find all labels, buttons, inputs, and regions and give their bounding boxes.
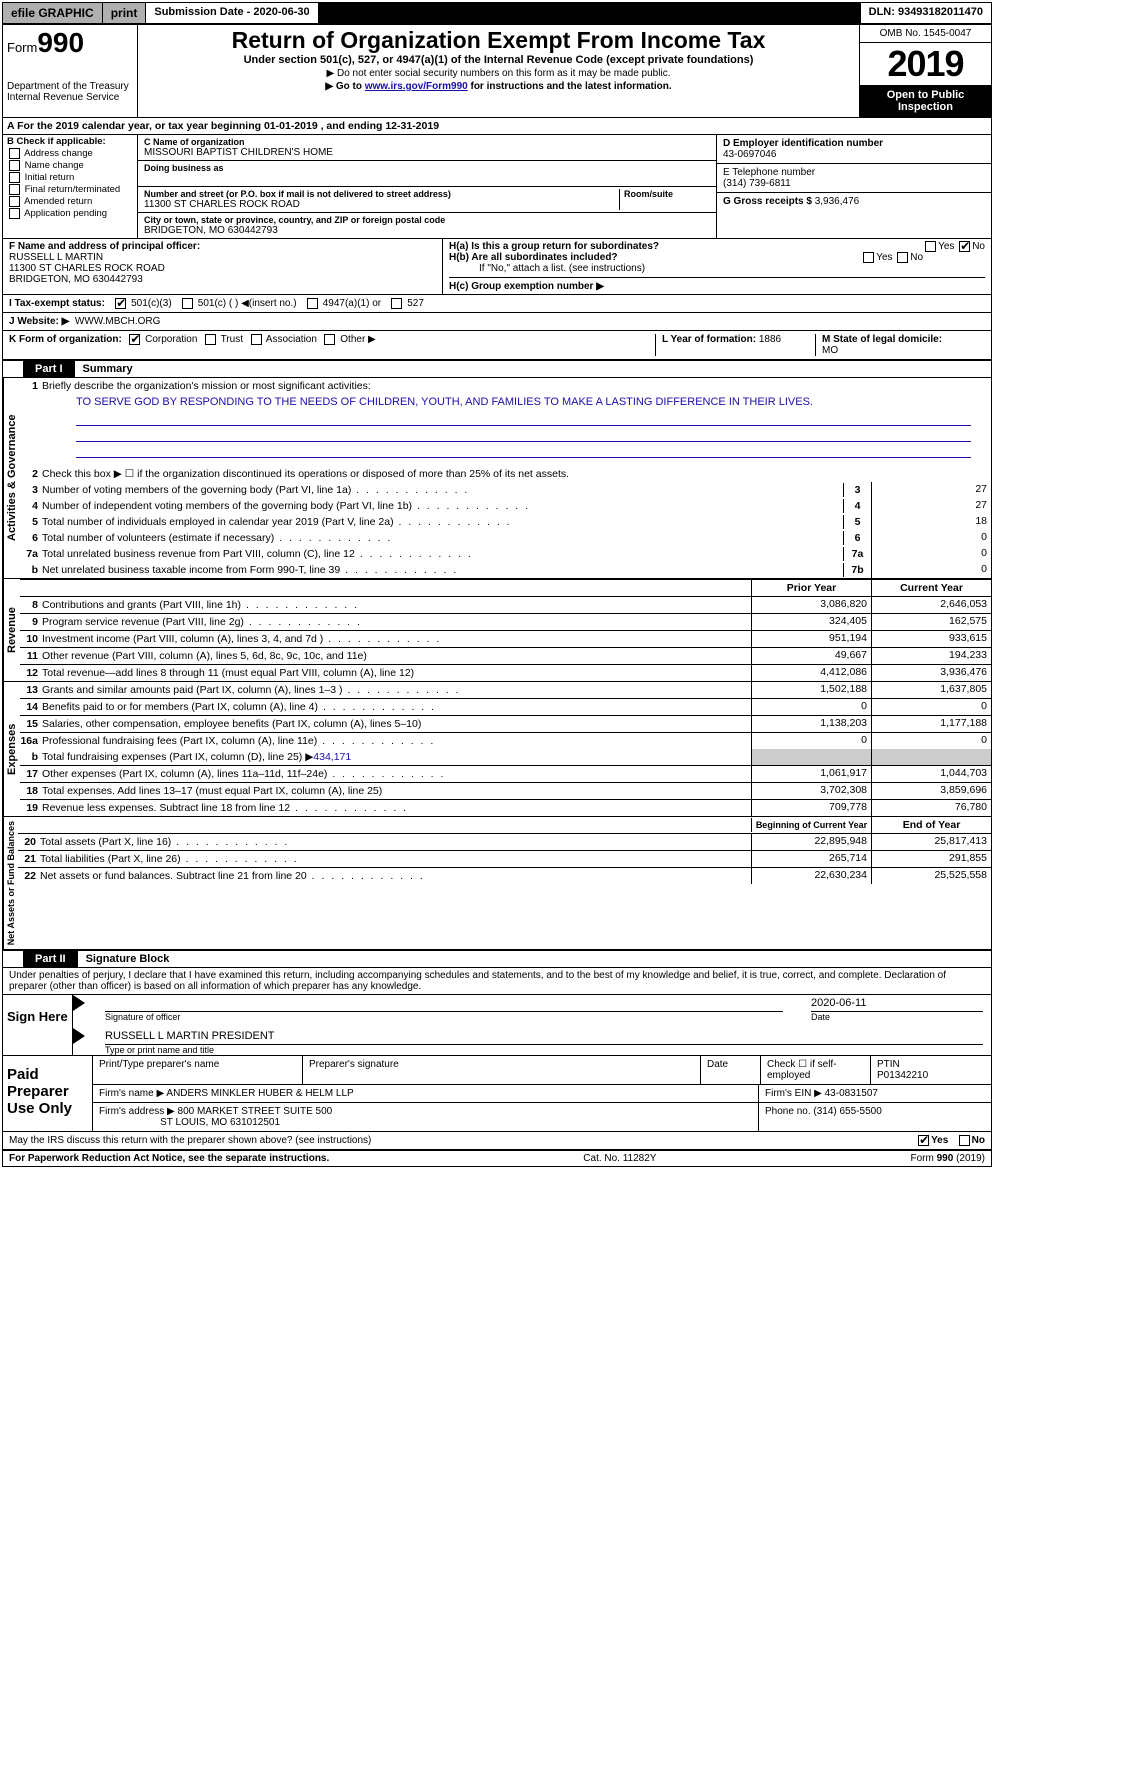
hb-label: H(b) Are all subordinates included? [449,252,618,263]
ein-value: 43-0697046 [723,149,776,160]
sign-arrow-icon-2 [73,1028,85,1044]
line-4: Number of independent voting members of … [42,499,843,513]
print-button[interactable]: print [103,3,147,23]
sign-arrow-icon [73,995,85,1011]
cat-number: Cat. No. 11282Y [583,1153,656,1164]
room-suite-label: Room/suite [624,189,710,199]
line-1: Briefly describe the organization's miss… [42,379,991,393]
phone-value: (314) 739-6811 [723,178,791,189]
form-subtitle: Under section 501(c), 527, or 4947(a)(1)… [144,54,853,66]
part-2-title: Signature Block [78,953,170,965]
discuss-question: May the IRS discuss this return with the… [9,1135,371,1146]
line-7b: Net unrelated business taxable income fr… [42,563,843,577]
val-6: 0 [871,530,991,546]
line-3: Number of voting members of the governin… [42,483,843,497]
instr-2: ▶ Go to www.irs.gov/Form990 for instruct… [144,81,853,92]
gross-receipts-value: 3,936,476 [815,196,860,207]
val-7b: 0 [871,562,991,578]
perjury-text: Under penalties of perjury, I declare th… [3,968,991,995]
irs-link[interactable]: www.irs.gov/Form990 [365,81,468,92]
line-5: Total number of individuals employed in … [42,515,843,529]
top-toolbar: efile GRAPHIC print Submission Date - 20… [2,2,992,24]
line-7a: Total unrelated business revenue from Pa… [42,547,843,561]
ein-label: D Employer identification number [723,138,883,149]
paid-preparer-label: Paid Preparer Use Only [3,1056,93,1131]
street-address: 11300 ST CHARLES ROCK ROAD [144,199,615,210]
year-formation: 1886 [759,334,781,345]
pra-notice: For Paperwork Reduction Act Notice, see … [9,1153,329,1164]
city-state-zip: BRIDGETON, MO 630442793 [144,225,710,236]
vlabel-revenue: Revenue [3,579,20,681]
city-label: City or town, state or province, country… [144,215,710,225]
ptin-value: P01342210 [877,1070,928,1081]
box-b-checkboxes: B Check if applicable: Address change Na… [3,135,138,238]
part-1-title: Summary [75,363,133,375]
phone-label: E Telephone number [723,167,815,178]
officer-label: F Name and address of principal officer: [9,241,200,252]
part-2-header: Part II [23,951,78,967]
hdr-current: Current Year [871,580,991,596]
irs-label: Internal Revenue Service [7,92,133,103]
hc-label: H(c) Group exemption number ▶ [449,281,604,292]
sign-here-label: Sign Here [3,995,73,1055]
line-6: Total number of volunteers (estimate if … [42,531,843,545]
val-5: 18 [871,514,991,530]
website-label: J Website: ▶ [9,316,69,327]
sign-date: 2020-06-11 [811,995,983,1012]
form-title: Return of Organization Exempt From Incom… [144,27,853,54]
part-1-header: Part I [23,361,75,377]
tax-year: 2019 [860,43,991,85]
gross-receipts-label: G Gross receipts $ [723,196,815,207]
website-value: WWW.MBCH.ORG [75,316,161,327]
vlabel-expenses: Expenses [3,682,20,816]
hdr-prior: Prior Year [751,580,871,596]
officer-name: RUSSELL L MARTIN [9,252,103,263]
dba-label: Doing business as [144,163,710,173]
line-2: Check this box ▶ ☐ if the organization d… [42,467,991,481]
dln: DLN: 93493182011470 [860,3,991,23]
state-domicile: MO [822,345,838,356]
omb-number: OMB No. 1545-0047 [860,25,991,43]
org-name-label: C Name of organization [144,137,710,147]
tax-exempt-label: I Tax-exempt status: [9,298,105,309]
val-4: 27 [871,498,991,514]
dept-treasury: Department of the Treasury [7,81,133,92]
efile-button[interactable]: efile GRAPHIC [3,3,103,23]
val-7a: 0 [871,546,991,562]
open-to-public: Open to Public Inspection [860,85,991,117]
addr-label: Number and street (or P.O. box if mail i… [144,189,615,199]
form-number: Form990 [7,27,133,59]
instr-1: ▶ Do not enter social security numbers o… [144,68,853,79]
vlabel-net-assets: Net Assets or Fund Balances [3,817,18,949]
mission-text: TO SERVE GOD BY RESPONDING TO THE NEEDS … [20,394,991,410]
row-a-tax-year: A For the 2019 calendar year, or tax yea… [3,118,991,135]
officer-addr2: BRIDGETON, MO 630442793 [9,274,143,285]
ha-label: H(a) Is this a group return for subordin… [449,241,659,252]
org-name: MISSOURI BAPTIST CHILDREN'S HOME [144,147,710,158]
form-header: Form990 Department of the Treasury Inter… [3,25,991,118]
form-of-org-label: K Form of organization: [9,334,122,345]
form-footer: Form 990 (2019) [911,1153,985,1164]
firm-name: ANDERS MINKLER HUBER & HELM LLP [166,1088,353,1099]
officer-signature-name: RUSSELL L MARTIN PRESIDENT [105,1028,983,1045]
vlabel-activities: Activities & Governance [3,378,20,578]
officer-addr1: 11300 ST CHARLES ROCK ROAD [9,263,165,274]
submission-date: Submission Date - 2020-06-30 [146,3,318,23]
val-3: 27 [871,482,991,498]
hb-note: If "No," attach a list. (see instruction… [449,263,985,274]
